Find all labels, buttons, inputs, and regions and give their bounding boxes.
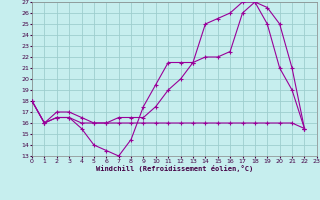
X-axis label: Windchill (Refroidissement éolien,°C): Windchill (Refroidissement éolien,°C)	[96, 165, 253, 172]
